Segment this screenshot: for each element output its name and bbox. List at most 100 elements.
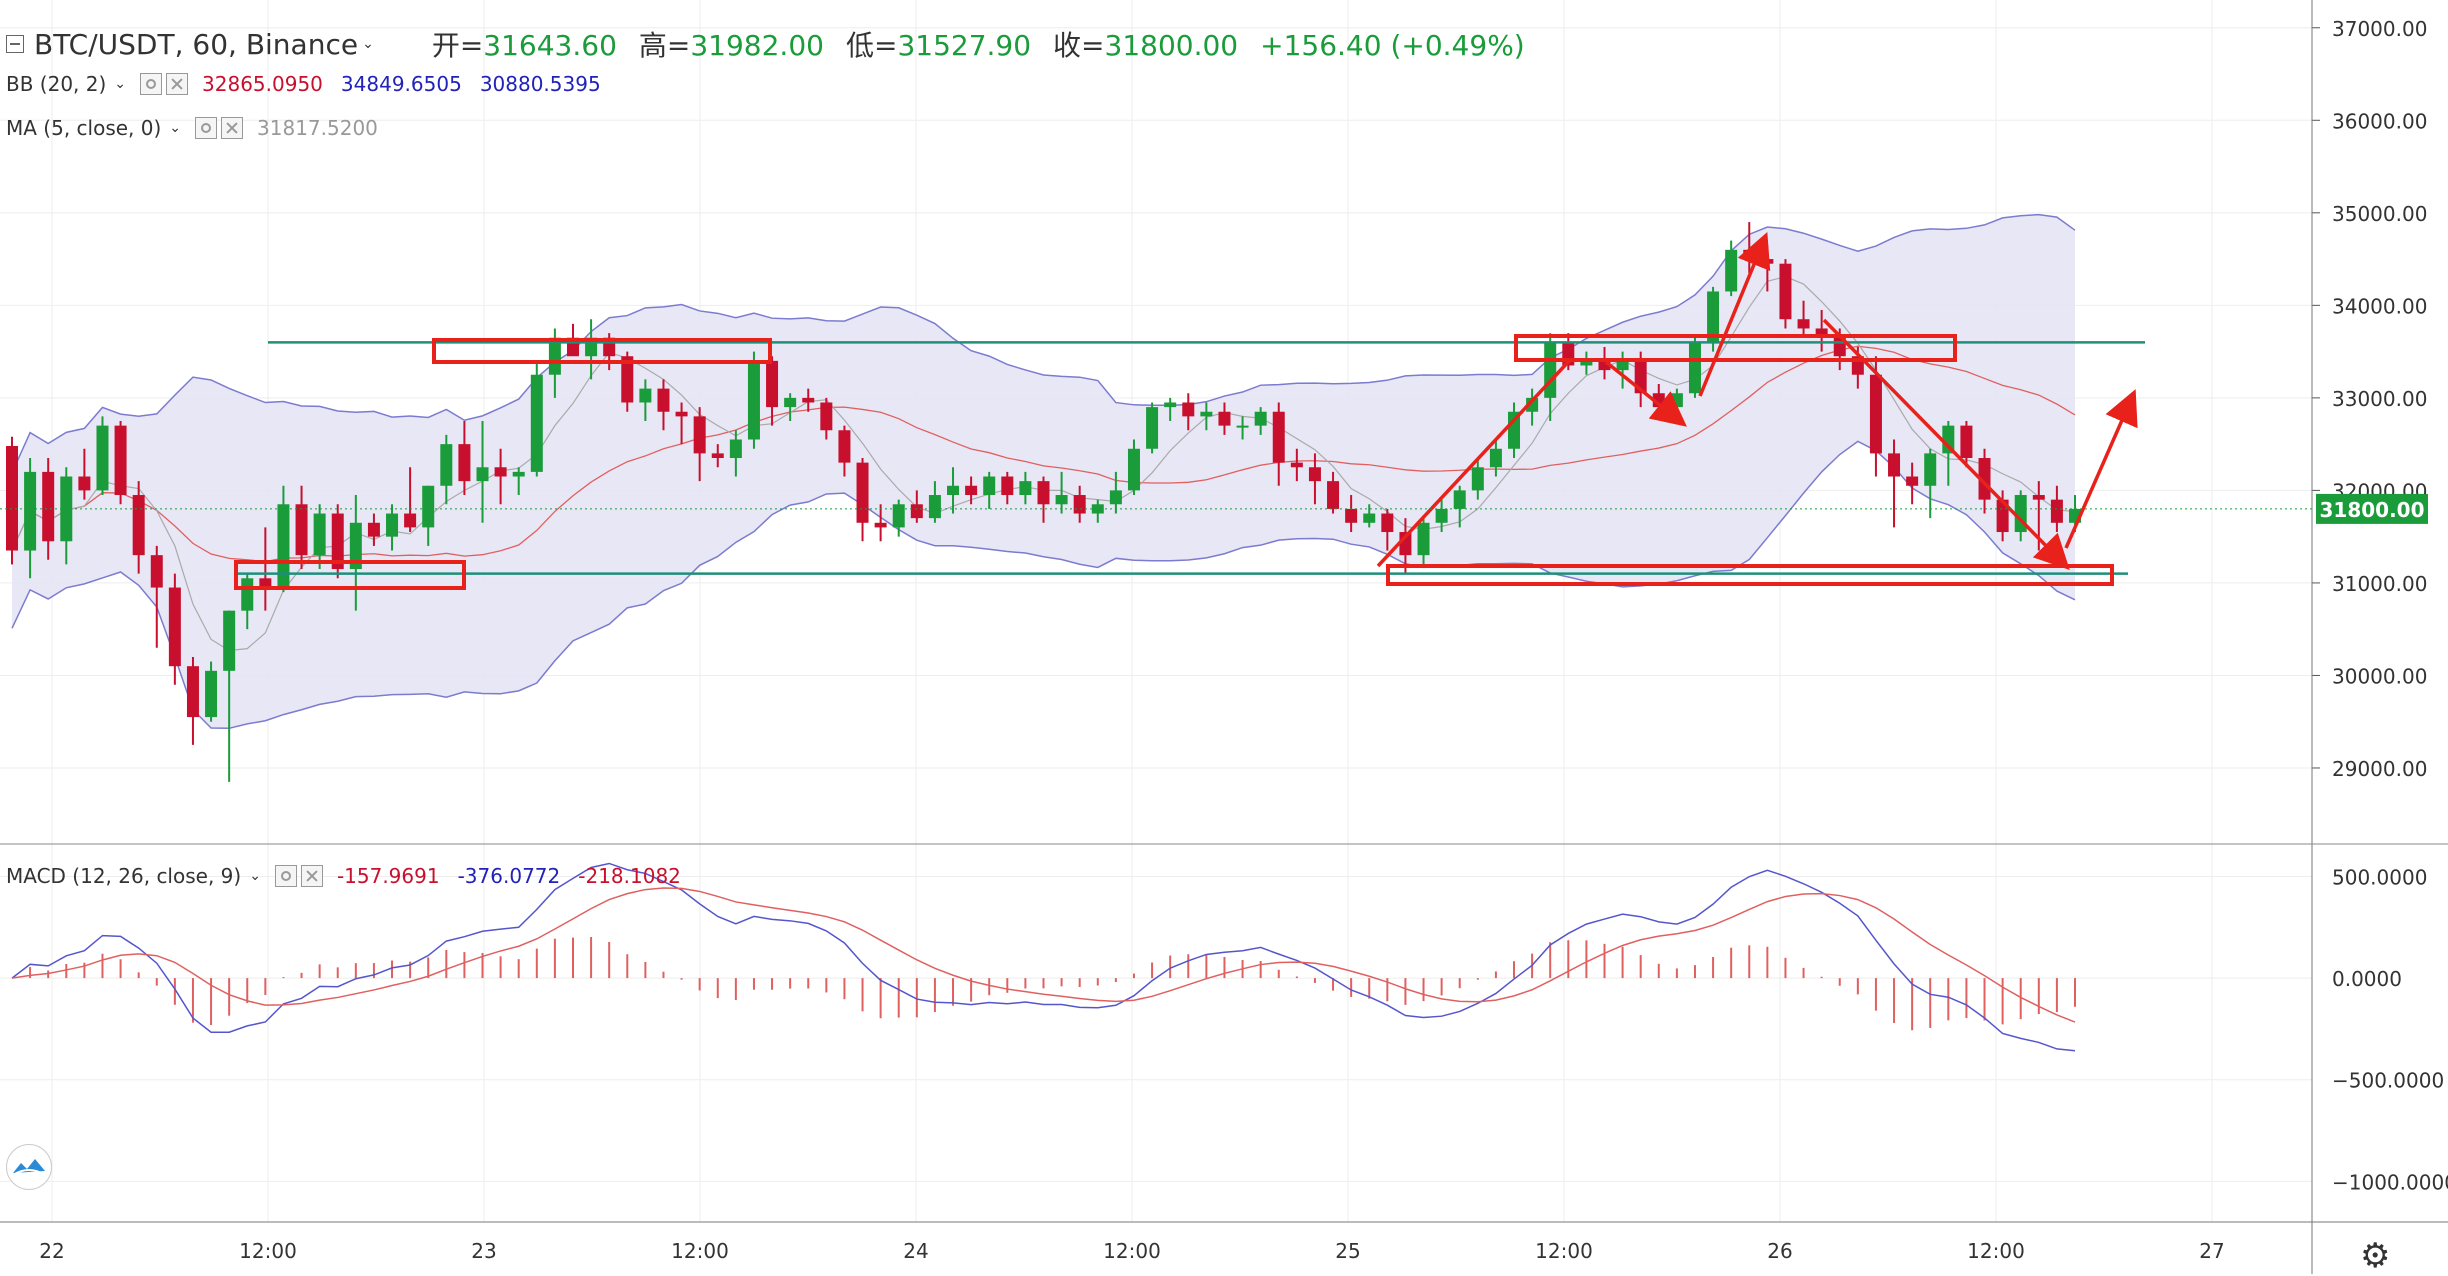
candle-body <box>2050 499 2063 523</box>
eye-icon[interactable] <box>140 73 163 95</box>
time-tick-label: 24 <box>903 1239 928 1263</box>
candle-body <box>1580 360 1593 366</box>
candle-body <box>1381 513 1394 533</box>
macd-legend: MACD (12, 26, close, 9) ⌄ -157.9691 -376… <box>6 864 699 888</box>
annotation-box <box>432 338 772 364</box>
candle-body <box>367 522 380 537</box>
candle-body <box>349 522 362 570</box>
candle-body <box>1091 504 1104 514</box>
symbol-legend: BTC/USDT, 60, Binance ⌄ 开=31643.60 高=3198… <box>6 24 1547 64</box>
candle-body <box>1743 249 1756 260</box>
annotation-box <box>234 560 466 590</box>
candle-body <box>657 388 670 412</box>
time-tick-label: 23 <box>471 1239 496 1263</box>
candle-body <box>42 471 55 542</box>
time-tick-label: 22 <box>39 1239 64 1263</box>
macd-tick-label: 500.0000 <box>2332 865 2427 889</box>
candle-body <box>1254 411 1267 426</box>
candle-body <box>1996 499 2009 533</box>
price-tick-label: 37000.00 <box>2332 17 2427 41</box>
candle-body <box>892 504 905 528</box>
symbol-title[interactable]: BTC/USDT, 60, Binance <box>34 27 359 61</box>
candle-body <box>856 462 869 523</box>
last-price-label: 31800.00 <box>2319 498 2424 522</box>
candle-body <box>24 471 37 551</box>
candle-body <box>458 444 471 482</box>
candle-body <box>259 578 272 588</box>
settings-gear-icon[interactable]: ⚙ <box>2360 1236 2391 1276</box>
candle-body <box>1888 453 1901 477</box>
candle-body <box>1544 342 1557 398</box>
candle-body <box>802 397 815 403</box>
annotation-box <box>1386 564 2114 586</box>
price-tick-label: 29000.00 <box>2332 757 2427 781</box>
close-icon[interactable] <box>300 865 323 887</box>
candle-body <box>168 587 181 667</box>
chevron-down-icon[interactable]: ⌄ <box>169 120 182 136</box>
candle-body <box>1272 411 1285 463</box>
collapse-icon[interactable] <box>6 35 24 53</box>
price-tick-label: 35000.00 <box>2332 202 2427 226</box>
candle-body <box>1815 328 1828 338</box>
candle-body <box>205 670 218 718</box>
candle-body <box>277 504 290 588</box>
candle-body <box>1688 342 1701 394</box>
bb-lower-value: 30880.5395 <box>479 72 601 96</box>
candle-body <box>1761 259 1774 264</box>
change-value: +156.40 (+0.49%) <box>1260 29 1525 62</box>
candle-body <box>1146 407 1159 449</box>
price-tick-label: 33000.00 <box>2332 387 2427 411</box>
candle-body <box>1164 402 1177 408</box>
chevron-down-icon[interactable]: ⌄ <box>249 868 261 884</box>
chevron-down-icon[interactable]: ⌄ <box>362 36 374 52</box>
close-icon[interactable] <box>166 73 189 95</box>
eye-icon[interactable] <box>274 865 297 887</box>
candle-body <box>1670 393 1683 408</box>
candle-body <box>440 444 453 486</box>
annotation-arrow <box>1698 232 1771 397</box>
bb-label[interactable]: BB (20, 2) <box>6 72 107 96</box>
macd-hist-value: -157.9691 <box>336 864 440 888</box>
ma-label[interactable]: MA (5, close, 0) <box>6 116 162 140</box>
candle-body <box>1236 425 1249 428</box>
candle-body <box>675 411 688 417</box>
macd-line <box>11 862 2076 1052</box>
macd-line-value: -376.0772 <box>457 864 561 888</box>
price-tick-label: 34000.00 <box>2332 294 2427 318</box>
candle-body <box>1345 508 1358 523</box>
candle-body <box>711 453 724 459</box>
time-tick-label: 12:00 <box>1967 1239 2025 1263</box>
bollinger-lower-line <box>11 440 2076 730</box>
candle-body <box>6 445 18 551</box>
close-icon[interactable] <box>221 117 244 139</box>
candle-body <box>784 397 797 408</box>
candle-body <box>1598 360 1611 371</box>
chevron-down-icon[interactable]: ⌄ <box>114 76 127 92</box>
time-tick-label: 12:00 <box>1535 1239 1593 1263</box>
candle-body <box>747 360 760 440</box>
price-tick-label: 36000.00 <box>2332 109 2427 133</box>
high-label: 高= <box>638 29 691 62</box>
candle-body <box>639 388 652 403</box>
candle-body <box>295 504 308 556</box>
candle-body <box>386 513 399 537</box>
time-tick-label: 26 <box>1767 1239 1792 1263</box>
macd-tick-label: −1000.0000 <box>2332 1170 2448 1194</box>
candle-body <box>1200 411 1213 417</box>
eye-icon[interactable] <box>195 117 218 139</box>
open-value: 31643.60 <box>483 29 617 62</box>
candle-body <box>1942 425 1955 454</box>
candle-body <box>1435 508 1448 523</box>
candle-body <box>1218 411 1231 426</box>
candle-body <box>820 402 833 431</box>
candle-body <box>2032 495 2045 500</box>
candle-body <box>1924 453 1937 486</box>
tradingview-logo-icon[interactable] <box>6 1144 52 1190</box>
time-tick-label: 25 <box>1335 1239 1360 1263</box>
candle-body <box>910 504 923 519</box>
time-tick-label: 12:00 <box>1103 1239 1161 1263</box>
macd-label[interactable]: MACD (12, 26, close, 9) <box>6 864 242 888</box>
ohlc-values: 开=31643.60 高=31982.00 低=31527.90 收=31800.00… <box>432 24 1547 64</box>
bb-legend: BB (20, 2) ⌄ 32865.0950 34849.6505 30880… <box>6 72 619 96</box>
